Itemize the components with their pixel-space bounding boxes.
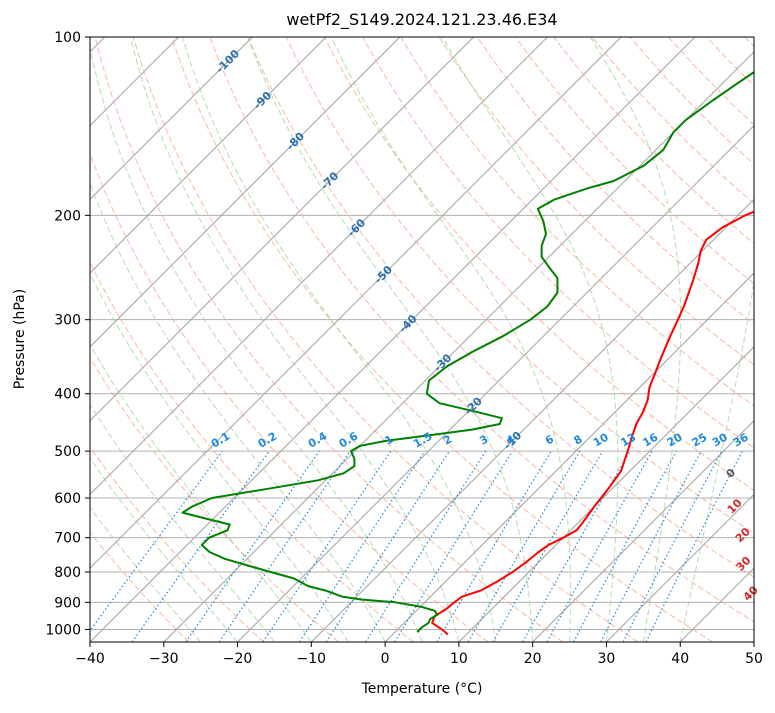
moist-adiabat-line: [52, 37, 385, 642]
y-tick-label: 300: [54, 313, 81, 329]
dewpoint-profile-line: [183, 37, 775, 632]
dry-adiabat-line: [516, 37, 775, 642]
chart-title: wetPf2_S149.2024.121.23.46.E34: [286, 10, 557, 30]
axes: −40 −30 −20 −10 0 10 20 30 40 50 100 200 300 400 500 60…: [45, 30, 763, 667]
moist-adiabat-line: [332, 37, 571, 642]
mixing-ratio-line: [468, 451, 580, 642]
mixing-ratio-line: [437, 451, 551, 642]
x-axis-title: Temperature (°C): [361, 681, 483, 697]
dry-adiabat-line: [630, 37, 775, 642]
moist-adiabat-line: [0, 37, 311, 642]
isotherm-line: [533, 37, 775, 642]
moist-adiabat-line: [130, 37, 459, 642]
x-tick-label: 30: [598, 651, 616, 667]
isotherm-line: [0, 37, 326, 642]
isotherm-line: [0, 37, 252, 642]
y-tick-label: 600: [54, 491, 81, 507]
dry-adiabat-line: [439, 37, 775, 642]
y-tick-label: 400: [54, 387, 81, 403]
x-tick-label: −10: [297, 651, 327, 667]
x-tick-label: −30: [149, 651, 179, 667]
plot-frame: [90, 37, 754, 642]
mixing-ratio-line: [574, 451, 677, 642]
y-tick-label: 800: [54, 565, 81, 581]
x-tick-label: 0: [381, 651, 390, 667]
x-tick-label: −20: [223, 651, 253, 667]
moist-adiabat-line: [0, 37, 238, 642]
isotherm-line: [385, 37, 775, 642]
y-tick-label: 1000: [45, 622, 81, 638]
dry-adiabat-line: [57, 37, 488, 642]
moist-adiabat-line: [680, 37, 766, 642]
mixing-ratio-line: [326, 451, 449, 642]
mixing-ratio-label: 0.4: [306, 429, 330, 450]
mixing-ratio-label: 16: [641, 430, 661, 449]
mixing-ratio-label: 2: [441, 433, 454, 448]
mixing-ratio-label: 8: [572, 433, 585, 448]
mixing-ratio-label: 30: [710, 430, 730, 449]
dry-adiabat-line: [592, 37, 775, 642]
profile-lines: [183, 37, 775, 635]
dry-adiabat-line: [363, 37, 775, 642]
moist-adiabat-line: [183, 37, 496, 642]
moist-adiabat-label: 10: [725, 496, 745, 516]
dry-adiabat-line: [554, 37, 775, 642]
mixing-ratio-line: [263, 451, 391, 642]
isotherm-line: [90, 37, 695, 642]
mixing-ratio-line: [82, 451, 223, 642]
y-tick-label: 500: [54, 444, 81, 460]
y-axis-title: Pressure (hPa): [12, 289, 28, 389]
x-tick-label: 50: [745, 651, 763, 667]
background-lines: [0, 37, 775, 642]
dry-adiabat-line: [745, 37, 775, 642]
isotherm-line: [680, 37, 775, 642]
dry-adiabat-line: [477, 37, 775, 642]
y-tick-label: 700: [54, 531, 81, 547]
dry-adiabat-line: [0, 37, 264, 642]
x-tick-label: −40: [75, 651, 105, 667]
x-tick-label: 20: [524, 651, 542, 667]
isotherm-line: [16, 37, 621, 642]
isotherm-line: [311, 37, 775, 642]
mixing-ratio-line: [366, 451, 486, 642]
isotherm-line: [459, 37, 775, 642]
dry-adiabat-line: [172, 37, 713, 642]
y-tick-label: 200: [54, 208, 81, 224]
moist-adiabat-line: [0, 37, 274, 642]
mixing-ratio-label: 0.2: [256, 430, 279, 451]
isotherm-line: [0, 37, 547, 642]
x-tick-label: 40: [671, 651, 689, 667]
moist-adiabat-label: 20: [733, 525, 753, 545]
mixing-ratio-label: 0.1: [209, 430, 232, 451]
moist-adiabat-label: 40: [741, 583, 761, 603]
y-tick-label: 100: [54, 30, 81, 46]
dry-adiabat-line: [95, 37, 563, 642]
x-tick-label: 10: [450, 651, 468, 667]
dry-adiabat-line: [707, 37, 775, 642]
isotherm-line: [754, 37, 775, 642]
dry-adiabat-line: [19, 37, 414, 642]
moist-adiabat-line: [21, 37, 348, 642]
temperature-profile-line: [432, 37, 775, 635]
mixing-ratio-label: 13: [618, 431, 638, 450]
y-tick-label: 900: [54, 595, 81, 611]
